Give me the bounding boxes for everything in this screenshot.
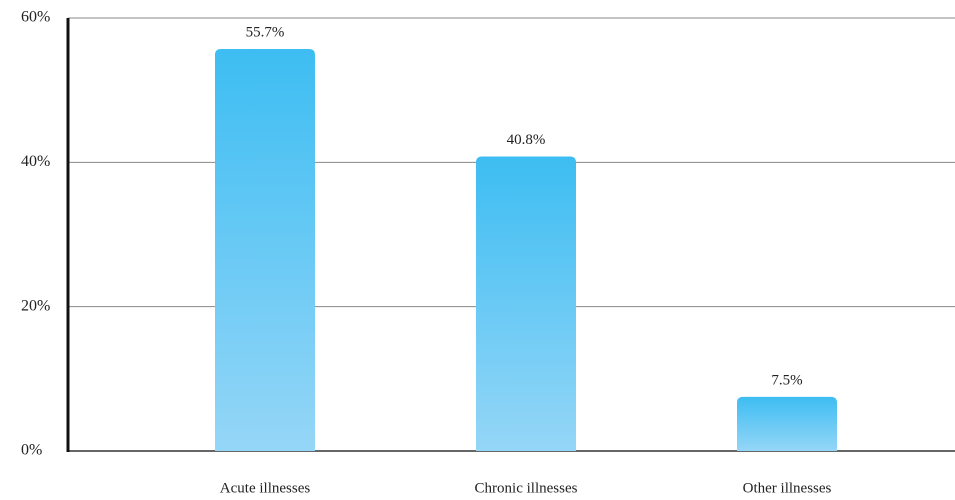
y-tick-label: 40%: [21, 153, 50, 170]
y-tick-label: 0%: [21, 442, 42, 459]
bar: [215, 49, 315, 451]
x-tick-label: Chronic illnesses: [475, 480, 578, 496]
value-label: 55.7%: [246, 24, 285, 40]
bar: [737, 396, 837, 451]
x-tick-label: Acute illnesses: [220, 480, 311, 496]
y-tick-label: 60%: [21, 9, 50, 26]
value-label: 40.8%: [507, 132, 546, 148]
bar: [476, 156, 576, 451]
value-label: 7.5%: [771, 372, 802, 388]
y-tick-label: 20%: [21, 297, 50, 314]
x-tick-label: Other illnesses: [743, 480, 832, 496]
